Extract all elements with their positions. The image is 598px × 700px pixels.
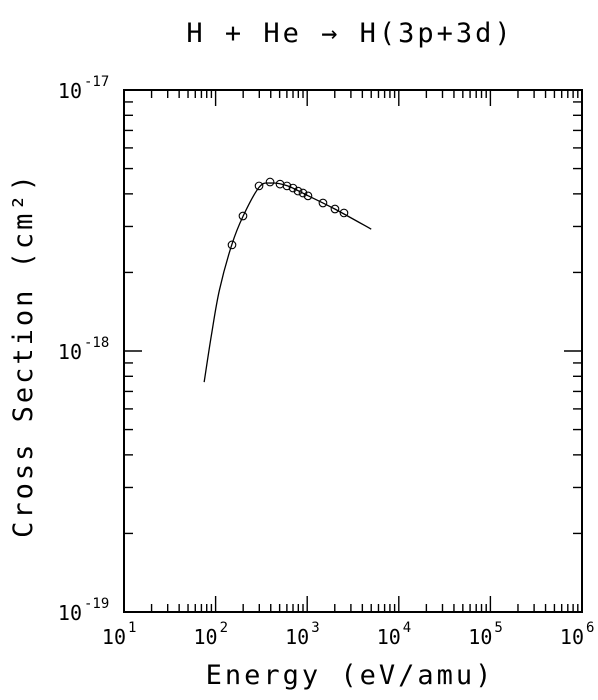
data-point: [265, 177, 275, 187]
data-point: [282, 181, 292, 191]
data-point: [288, 183, 298, 193]
x-tick-label: 10: [102, 625, 126, 649]
x-tick-label: 10: [468, 625, 492, 649]
data-line: [203, 182, 372, 383]
x-tick-label: 10: [194, 625, 218, 649]
y-tick-exponent: -18: [84, 335, 109, 351]
data-point: [303, 191, 313, 201]
y-tick-label: 10: [58, 79, 82, 103]
y-tick-exponent: -17: [84, 74, 109, 90]
data-point: [238, 211, 248, 221]
x-tick-label: 10: [377, 625, 401, 649]
x-tick-exponent: 6: [586, 620, 594, 636]
y-axis-label: Cross Section (cm²): [8, 172, 39, 538]
y-tick-exponent: -19: [84, 596, 109, 612]
data-point: [293, 186, 303, 196]
x-tick-exponent: 1: [128, 620, 136, 636]
data-point: [227, 240, 237, 250]
data-point: [318, 198, 328, 208]
y-tick-label: 10: [58, 340, 82, 364]
x-tick-label: 10: [560, 625, 584, 649]
x-tick-label: 10: [285, 625, 309, 649]
x-tick-exponent: 4: [403, 620, 411, 636]
x-axis-label: Energy (eV/amu): [206, 660, 495, 691]
x-tick-exponent: 2: [220, 620, 228, 636]
data-point: [298, 188, 308, 198]
data-point: [254, 181, 264, 191]
y-tick-label: 10: [58, 601, 82, 625]
data-point: [339, 208, 349, 218]
data-point: [330, 204, 340, 214]
x-tick-exponent: 5: [494, 620, 502, 636]
chart-title: H + He → H(3p+3d): [186, 18, 513, 49]
x-tick-exponent: 3: [311, 620, 319, 636]
plot-frame: [123, 89, 583, 613]
